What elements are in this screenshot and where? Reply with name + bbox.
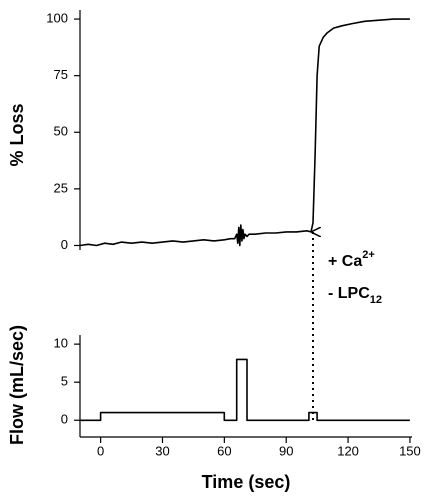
- annotation: - LPC12: [328, 285, 382, 306]
- x-tick-label: 120: [337, 443, 359, 458]
- x-tick-label: 30: [155, 443, 169, 458]
- annotation-text: + Ca: [328, 253, 362, 270]
- annotation-sub: 12: [370, 294, 382, 306]
- y-tick-label: 100: [46, 10, 68, 25]
- y-axis-label: Flow (mL/sec): [7, 325, 27, 445]
- y-tick-label: 25: [54, 180, 68, 195]
- annotation: + Ca2+: [328, 249, 375, 270]
- x-tick-label: 60: [217, 443, 231, 458]
- y-tick-label: 0: [61, 237, 68, 252]
- y-tick-label: 50: [54, 124, 68, 139]
- x-tick-label: 0: [97, 443, 104, 458]
- y-tick-label: 10: [54, 336, 68, 351]
- data-line: [80, 358, 410, 422]
- y-axis-label: % Loss: [7, 103, 27, 166]
- x-axis-label: Time (sec): [202, 472, 291, 492]
- x-tick-label: 90: [279, 443, 293, 458]
- x-tick-label: 150: [399, 443, 421, 458]
- annotation-text: - LPC: [328, 285, 370, 302]
- y-tick-label: 5: [61, 374, 68, 389]
- annotation-sup: 2+: [362, 249, 375, 261]
- y-tick-label: 75: [54, 67, 68, 82]
- data-line: [79, 18, 410, 247]
- y-tick-label: 0: [61, 412, 68, 427]
